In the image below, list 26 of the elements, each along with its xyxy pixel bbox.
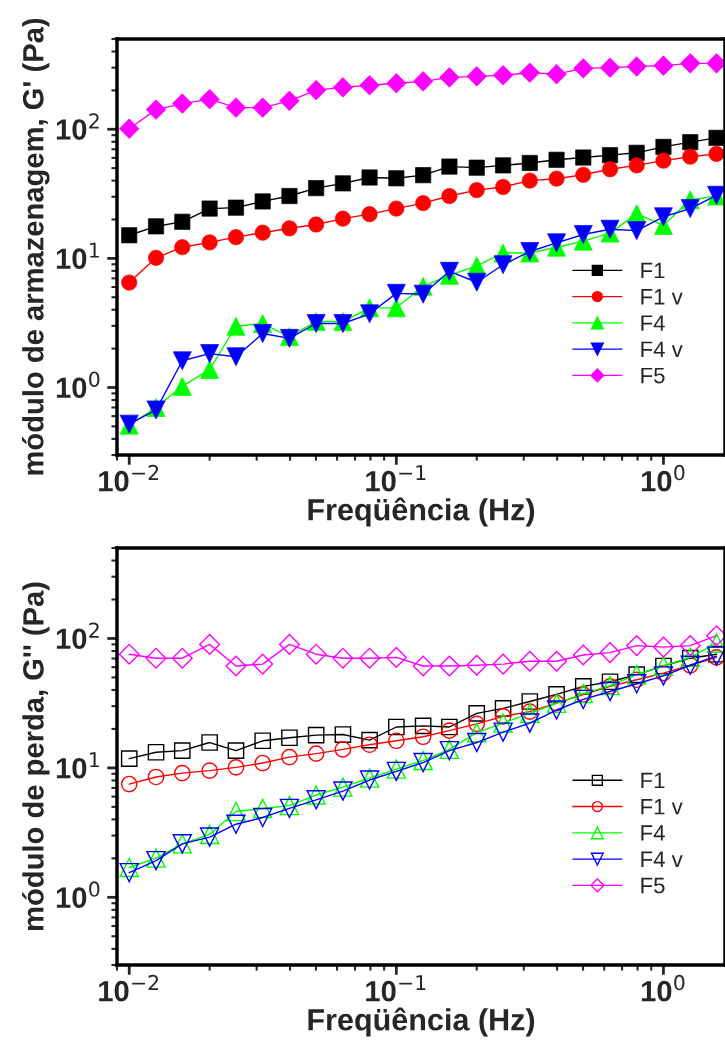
legend-label: F1: [641, 262, 665, 279]
legend-label: F4 v: [641, 341, 683, 357]
legend-label: F1 v: [641, 799, 683, 815]
legend-label: F1 v: [641, 289, 683, 305]
y-tick-label: 10$^{2}$: [56, 622, 99, 650]
y-tick-label: 10$^{0}$: [56, 881, 100, 908]
legend-label: F4: [641, 315, 665, 331]
x-tick-label: 10$^{−2}$: [99, 464, 159, 492]
y-tick-label: 10$^{2}$: [56, 113, 99, 140]
legend-label: F1: [641, 772, 665, 789]
x-tick-label: 10$^{−2}$: [99, 974, 159, 1002]
y-tick-label: 10$^{0}$: [56, 371, 100, 399]
x-tick-label: 10$^{0}$: [641, 974, 685, 1002]
legend-label: F4: [641, 825, 665, 841]
legend-label: F4 v: [641, 851, 683, 867]
x-axis-title: Freqüência (Hz): [308, 497, 535, 527]
legend-label: F5: [641, 367, 665, 384]
y-tick-label: 10$^{1}$: [56, 242, 99, 270]
x-axis-title: Freqüência (Hz): [308, 1007, 535, 1037]
y-axis-title: módulo de perda, G'' (Pa): [22, 582, 50, 931]
y-tick-label: 10$^{1}$: [56, 752, 99, 779]
y-axis-title: módulo de armazenagem, G' (Pa): [21, 18, 50, 475]
legend-label: F5: [641, 877, 665, 894]
x-tick-label: 10$^{0}$: [641, 464, 685, 492]
x-tick-label: 10$^{−1}$: [366, 465, 426, 492]
x-tick-label: 10$^{−1}$: [366, 975, 426, 1002]
